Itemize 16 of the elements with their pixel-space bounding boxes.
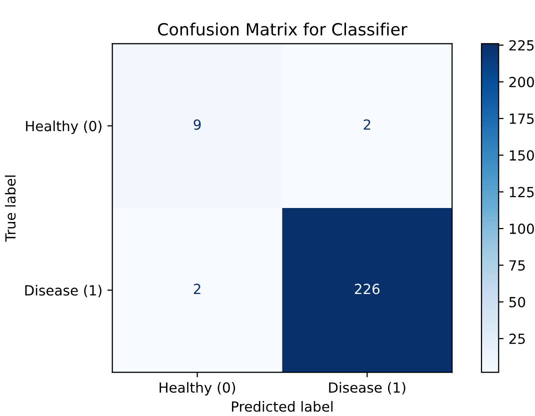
color-bar-label: 200 [509, 76, 534, 88]
data-label: 2 [194, 284, 200, 294]
y-axis-title: True label [4, 176, 16, 242]
color-bar-label: 25 [509, 334, 525, 344]
data-label: 2 [364, 119, 370, 130]
color-bar-label: 50 [509, 296, 526, 308]
color-bar-label: 150 [510, 150, 534, 161]
x-axis-title: Predicted label [232, 401, 333, 412]
color-bar-label: 225 [509, 40, 534, 51]
data-label: 226 [354, 284, 380, 294]
color-bar-label: 125 [510, 186, 534, 198]
color-bar-label: 175 [510, 114, 534, 124]
color-bar-label: 75 [509, 260, 525, 271]
color-bar-label: 100 [510, 224, 534, 234]
data-label: 9 [194, 119, 201, 130]
chart-title: Confusion Matrix for Classifier [158, 22, 408, 36]
